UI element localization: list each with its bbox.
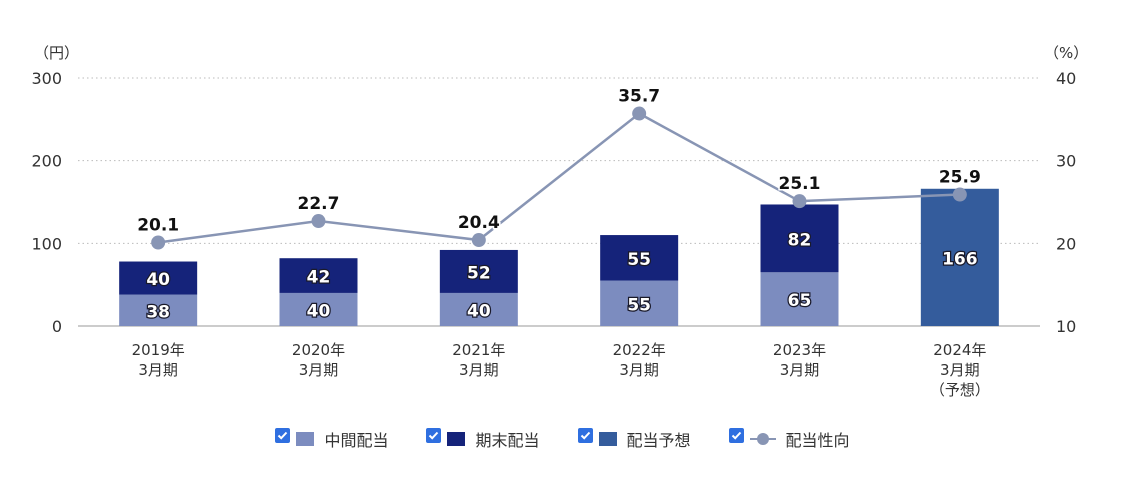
bar (920, 188, 999, 326)
right-axis-unit: （%） (1044, 44, 1088, 62)
x-tick-label-line: 2022年 (613, 341, 666, 359)
legend-label-payout: 配当性向 (785, 431, 850, 450)
checkbox-icon[interactable] (577, 427, 593, 443)
payout-point (471, 233, 486, 248)
x-tick-label-line: 2021年 (452, 341, 505, 359)
bar (439, 292, 518, 326)
bars (119, 188, 999, 326)
axes: 0 100 200 300 10 20 30 40 2019年 3月期 2020年 3月期 2021年 3… (31, 69, 1076, 399)
checkbox-icon[interactable] (426, 427, 442, 443)
payout-polyline (158, 112, 960, 244)
y-right-tick-label: 40 (1056, 69, 1076, 88)
bar-value-label: 40 (146, 270, 170, 290)
bar-value-label: 55 (627, 295, 651, 315)
legend-item-payout[interactable]: 配当性向 (728, 427, 850, 451)
legend-item-interim[interactable]: 中間配当 (275, 427, 388, 451)
checkbox-icon[interactable] (275, 427, 291, 443)
x-tick-label-line: 3月期 (299, 361, 339, 379)
y-left-tick-label: 0 (52, 317, 62, 336)
bar-value-label: 42 (307, 268, 331, 288)
x-tick-label-line: 2023年 (773, 341, 826, 359)
bar (760, 204, 839, 273)
legend-label-forecast: 配当予想 (626, 431, 691, 450)
x-tick-label-line: 3月期 (619, 361, 659, 379)
chart: （円） （%） 0 100 200 300 10 20 30 40 2019年 3月期 2020年 3… (31, 44, 1088, 399)
data-labels: 38 40 40 42 40 52 55 55 65 82 166 20.1 22.7 20.4 35.7 2… (136, 85, 983, 323)
payout-line (151, 106, 967, 250)
payout-value-label: 25.9 (939, 168, 981, 188)
payout-value-label: 35.7 (618, 87, 660, 107)
x-tick-label-line: 3月期 (138, 361, 178, 379)
bar-value-label: 166 (942, 249, 978, 269)
x-tick-label: 2021年 3月期 (452, 341, 505, 379)
x-tick-label-line: 3月期 (940, 361, 980, 379)
legend-item-yearend[interactable]: 期末配当 (426, 427, 540, 451)
payout-value-label: 25.1 (779, 174, 821, 194)
bar (439, 249, 518, 293)
bar-value-label: 40 (307, 301, 331, 321)
bar-value-label: 40 (467, 301, 491, 321)
interim-swatch-icon (296, 432, 315, 446)
line-marker-icon (749, 433, 776, 445)
legend-item-forecast[interactable]: 配当予想 (577, 427, 691, 451)
y-left-tick-label: 200 (31, 152, 62, 171)
x-tick-label: 2019年 3月期 (132, 341, 185, 379)
x-tick-label-line: 2020年 (292, 341, 345, 359)
gridlines (78, 77, 1040, 244)
yearend-swatch-icon (447, 432, 466, 446)
x-tick-label: 2020年 3月期 (292, 341, 345, 379)
legend: 中間配当 期末配当 配当予想 配当性向 (0, 424, 1125, 454)
y-left-tick-label: 100 (31, 234, 62, 253)
bar (119, 294, 198, 326)
bar-value-label: 52 (467, 263, 491, 283)
payout-point (632, 106, 647, 121)
legend-label-yearend: 期末配当 (475, 431, 540, 450)
payout-value-label: 20.4 (458, 213, 500, 233)
y-right-tick-label: 30 (1056, 152, 1076, 171)
payout-point (952, 187, 967, 202)
payout-point (792, 194, 807, 209)
bar (279, 258, 358, 293)
bar (600, 280, 679, 326)
y-right-tick-label: 20 (1056, 234, 1076, 253)
bar-value-label: 55 (627, 250, 651, 270)
x-tick-label-line: 2024年 (933, 341, 986, 359)
payout-point (151, 235, 166, 250)
bar (760, 272, 839, 326)
bar-value-label: 38 (146, 302, 170, 322)
payout-value-label: 22.7 (298, 194, 340, 214)
x-tick-label-line: （予想） (930, 381, 990, 399)
x-tick-label: 2022年 3月期 (613, 341, 666, 379)
legend-label-interim: 中間配当 (324, 431, 389, 450)
bar (600, 235, 679, 281)
bar-value-label: 65 (788, 291, 812, 311)
y-right-tick-label: 10 (1056, 317, 1076, 336)
bar-value-label: 82 (788, 230, 812, 250)
payout-value-label: 20.1 (137, 216, 179, 236)
checkbox-icon[interactable] (728, 427, 744, 443)
x-tick-label-line: 2019年 (132, 341, 185, 359)
x-tick-label-line: 3月期 (780, 361, 820, 379)
bar (279, 292, 358, 326)
left-axis-unit: （円） (34, 44, 79, 62)
x-tick-label-line: 3月期 (459, 361, 499, 379)
payout-point (311, 214, 326, 229)
x-tick-label: 2024年 3月期 （予想） (930, 341, 990, 399)
legend-dot (756, 433, 769, 445)
x-tick-label: 2023年 3月期 (773, 341, 826, 379)
y-left-tick-label: 300 (31, 69, 62, 88)
forecast-swatch-icon (598, 432, 617, 446)
bar (119, 261, 198, 295)
